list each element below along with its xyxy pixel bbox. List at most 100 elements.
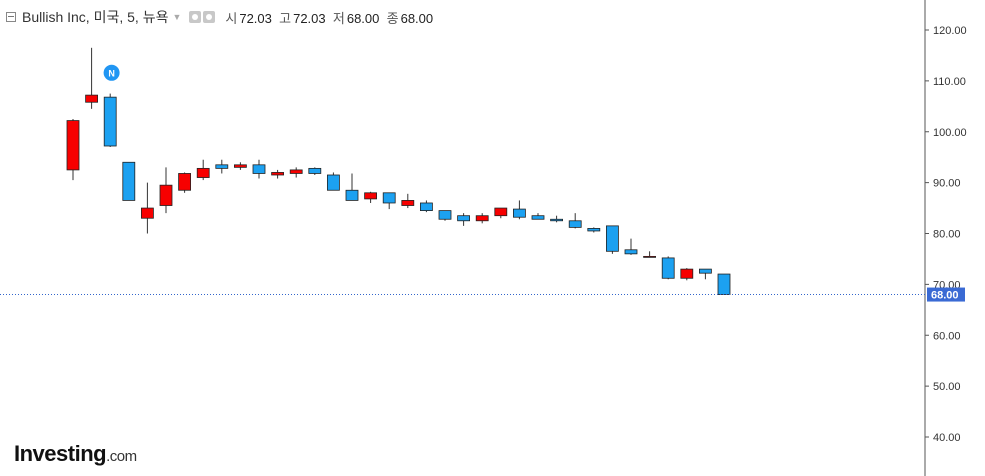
candle-body	[252, 164, 266, 174]
high-value: 72.03	[293, 10, 326, 26]
candle-body	[103, 96, 117, 147]
candle-body	[531, 215, 545, 220]
candle-body	[233, 164, 247, 168]
candle	[513, 200, 526, 220]
candle	[66, 119, 80, 181]
collapse-icon[interactable]	[6, 12, 16, 22]
candle	[364, 191, 378, 203]
candle	[103, 93, 117, 148]
low-label: 저	[332, 10, 345, 26]
candle-body	[289, 169, 303, 174]
price-axis-tick-label: 120.00	[933, 25, 967, 37]
open-label: 시	[225, 10, 238, 26]
candle	[308, 167, 322, 175]
candle	[326, 172, 340, 191]
candle-body	[643, 255, 656, 258]
candle	[457, 213, 471, 226]
chevron-down-icon[interactable]: ▼	[172, 12, 182, 22]
price-axis-tick-label: 90.00	[933, 178, 961, 190]
candle	[122, 161, 136, 201]
candle-body	[382, 192, 396, 204]
news-marker: N	[103, 64, 120, 81]
candle	[550, 215, 563, 223]
candle	[85, 47, 98, 109]
candle-body	[122, 161, 136, 201]
candle-body	[494, 207, 508, 217]
candle-body	[680, 268, 694, 279]
investing-logo: Investing.com	[14, 441, 137, 467]
candle-body	[457, 215, 471, 222]
candle	[233, 162, 247, 170]
candle-body	[401, 200, 415, 206]
high-label: 고	[279, 10, 292, 26]
candle	[717, 273, 731, 295]
symbol-title[interactable]: Bullish Inc, 미국, 5, 뉴욕	[22, 9, 169, 25]
candle	[252, 159, 266, 179]
price-axis-tick-label: 40.00	[933, 432, 961, 444]
price-axis-tick-label: 60.00	[933, 330, 961, 342]
candle-body	[178, 173, 192, 191]
price-axis-tick-label: 50.00	[933, 381, 961, 393]
candle-body	[140, 207, 154, 219]
candle	[494, 207, 508, 219]
last-price-badge	[927, 287, 965, 302]
price-axis-tick-label: 80.00	[933, 229, 961, 241]
settings-icon[interactable]	[203, 11, 216, 23]
candle-body	[717, 273, 731, 295]
candles-layer: N	[66, 47, 731, 295]
candle-body	[475, 215, 489, 222]
news-marker-dot	[103, 64, 120, 81]
candle	[345, 173, 359, 201]
candle-body	[215, 164, 229, 169]
candle	[215, 159, 229, 174]
candle	[271, 169, 285, 179]
candle-body	[271, 172, 285, 176]
candle-body	[568, 220, 582, 228]
news-marker-label: N	[108, 68, 115, 78]
candle-body	[699, 268, 712, 274]
candle	[606, 225, 619, 254]
candle	[568, 213, 582, 229]
candle-body	[438, 210, 452, 220]
low-value: 68.00	[346, 10, 380, 26]
candle	[643, 251, 656, 258]
eye-icon[interactable]	[189, 11, 202, 23]
candle-body	[624, 249, 638, 255]
candle-body	[587, 228, 601, 232]
candle-body	[345, 189, 359, 201]
candle	[661, 256, 675, 280]
candle-body	[326, 174, 340, 191]
candle-body	[85, 94, 98, 103]
candle-body	[364, 192, 378, 200]
candle	[438, 210, 452, 221]
candle	[178, 172, 192, 193]
candle	[699, 268, 712, 280]
candle-body	[513, 208, 526, 218]
candle	[382, 192, 396, 210]
candle-body	[419, 202, 433, 212]
candle-body	[606, 225, 619, 252]
candle	[624, 238, 638, 255]
candle	[401, 193, 415, 209]
candle	[531, 213, 545, 220]
open-value: 72.03	[239, 10, 272, 26]
candle-body	[196, 167, 210, 178]
chart-header: Bullish Inc, 미국, 5, 뉴욕 ▼ 시 72.03 고 72.03 저…	[6, 6, 433, 28]
candle	[680, 268, 694, 281]
candle-body	[661, 257, 675, 279]
price-axis-tick-label: 110.00	[933, 76, 966, 88]
candle	[159, 167, 173, 214]
candle-body	[308, 167, 322, 174]
candle-body	[66, 120, 80, 171]
close-value: 68.00	[400, 10, 434, 26]
candle-body	[159, 184, 173, 206]
candle	[140, 182, 154, 234]
last-price-label: 68.00	[931, 290, 959, 302]
candle	[196, 159, 210, 181]
candle-body	[550, 218, 563, 222]
candle	[475, 213, 489, 224]
candle	[289, 167, 303, 178]
ohlc-readout: 시 72.03 고 72.03 저 68.00 종 68.00	[225, 8, 433, 27]
